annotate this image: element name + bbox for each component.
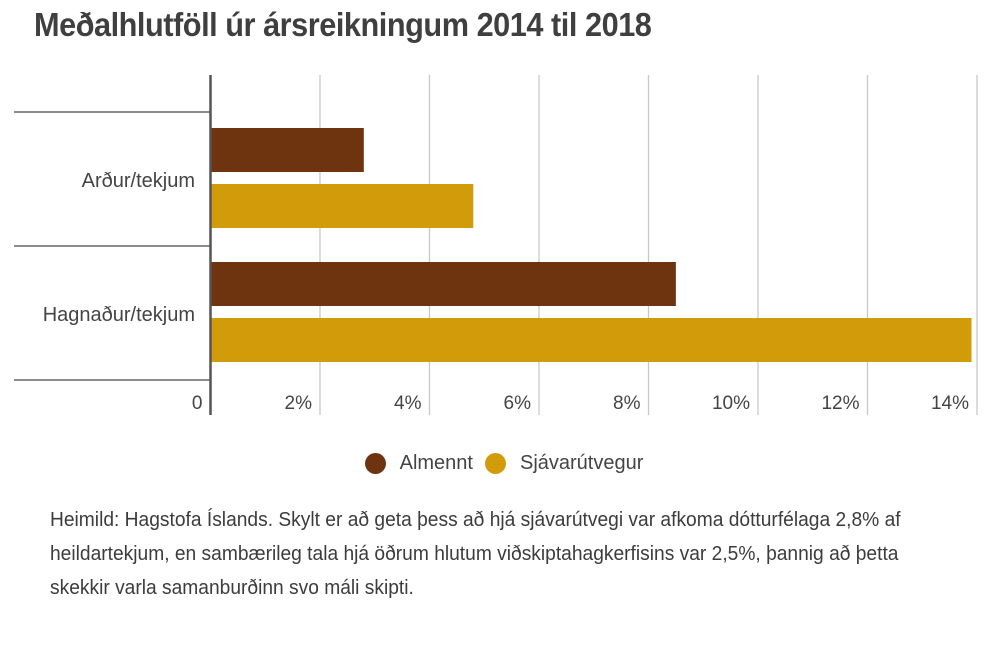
- x-tick-label: 10%: [712, 393, 750, 414]
- legend-label: Almennt: [399, 452, 473, 474]
- x-tick-label: 14%: [931, 393, 969, 414]
- source-note: Heimild: Hagstofa Íslands. Skylt er að g…: [50, 509, 901, 599]
- category-separators: [14, 111, 211, 381]
- legend-swatch-sjavarutvegur: [484, 453, 506, 474]
- x-tick-label: 6%: [504, 393, 532, 414]
- gridlines: [319, 75, 978, 415]
- x-tick-labels: 0 2% 4% 6% 8% 10% 12% 14%: [192, 393, 969, 414]
- legend-item-sjavarutvegur[interactable]: Sjávarútvegur: [484, 452, 644, 475]
- legend-item-almennt[interactable]: Almennt: [364, 452, 473, 475]
- legend-label: Sjávarútvegur: [519, 452, 644, 474]
- category-label: Hagnaður/tekjum: [43, 304, 195, 326]
- x-tick-label: 4%: [394, 393, 422, 414]
- bars: [210, 128, 972, 362]
- legend-swatch-almennt: [364, 453, 386, 474]
- legend: Almennt Sjávarútvegur: [0, 452, 1008, 475]
- bar-chart: 0 2% 4% 6% 8% 10% 12% 14% Arður/tekjum Hagnaður/…: [14, 75, 978, 415]
- category-labels: Arður/tekjum Hagnaður/tekjum: [43, 170, 195, 326]
- bar-sjvartvegur-1[interactable]: [210, 318, 972, 362]
- bar-sjvartvegur-0[interactable]: [210, 184, 474, 228]
- bar-almennt-1[interactable]: [210, 262, 676, 306]
- category-label: Arður/tekjum: [82, 170, 195, 192]
- x-tick-label: 12%: [821, 393, 859, 414]
- x-tick-label: 2%: [285, 393, 313, 414]
- x-tick-label: 0: [192, 393, 203, 414]
- x-tick-label: 8%: [613, 393, 641, 414]
- bar-almennt-0[interactable]: [210, 128, 364, 172]
- chart-title: Meðalhlutföll úr ársreikningum 2014 til …: [34, 6, 652, 43]
